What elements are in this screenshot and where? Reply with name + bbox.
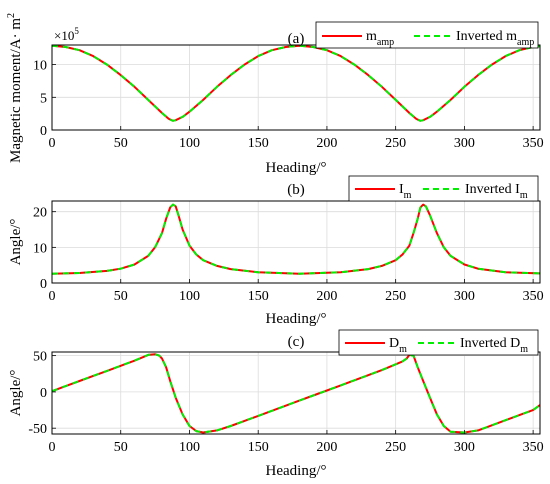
- panel-c-legend-2-sub: m: [520, 344, 528, 355]
- panel-a-ticks: 0 50 100 150 200 250 300 350 0 5 10: [33, 59, 544, 151]
- panel-a-label: (a): [288, 31, 305, 47]
- panel-b-series-2-line: [51, 203, 541, 275]
- panel-c-frame: [51, 351, 541, 435]
- panel-c-ytick-label: -50: [28, 422, 47, 437]
- panel-a-xtick-label: 100: [179, 136, 200, 151]
- panel-b-legend-1-sub: m: [404, 190, 412, 201]
- panel-a-legend: mamp Inverted mamp: [315, 21, 539, 49]
- panel-b-ytick-label: 0: [40, 277, 47, 292]
- panel-b-grid: [52, 201, 540, 283]
- panel-a-xtick-label: 300: [454, 136, 475, 151]
- panel-b-legend-1-name: I: [399, 182, 404, 197]
- panel-b-xtick-label: 0: [49, 289, 56, 304]
- panel-c-xtick-label: 250: [385, 440, 406, 455]
- panel-c-legend-label-2: Inverted Dm: [460, 336, 528, 355]
- panel-c-xtick-label: 200: [316, 440, 337, 455]
- panel-b-legend: Im Inverted Im: [348, 175, 539, 202]
- panel-b-ylabel: Angle/°: [8, 219, 24, 266]
- panel-c-xlabel: Heading/°: [266, 463, 327, 479]
- panel-c-label: (c): [288, 334, 305, 350]
- panel-c-xtick-label: 350: [523, 440, 544, 455]
- panel-a-ylabel-sup: 2: [6, 13, 17, 18]
- panel-b-xtick-label: 50: [114, 289, 128, 304]
- panel-a-xlabel: Heading/°: [266, 160, 327, 176]
- panel-b-ticks: 0 50 100 150 200 250 300 350 0 10 20: [33, 206, 544, 304]
- panel-a-ylabel: Magnetic moment/A· m2: [6, 13, 24, 163]
- panel-c-legend-2-name: Inverted D: [460, 336, 520, 351]
- panel-c-series-2-line: [51, 353, 541, 434]
- panel-c-legend: Dm Inverted Dm: [338, 329, 539, 356]
- panel-b-xtick-label: 350: [523, 289, 544, 304]
- panel-a-series: [51, 44, 541, 122]
- panel-a-exponent-base: ×10: [54, 28, 74, 43]
- panel-b-frame: [51, 200, 541, 284]
- panel-b-series: [51, 203, 541, 275]
- panel-a-xtick-label: 250: [385, 136, 406, 151]
- panel-a-legend-2-name: Inverted m: [456, 29, 517, 44]
- panel-a-xtick-label: 150: [248, 136, 269, 151]
- panel-a-xtick-label: 0: [49, 136, 56, 151]
- panel-a-legend-label-1: mamp: [366, 29, 394, 48]
- panel-a-legend-1-name: m: [366, 29, 377, 44]
- panel-a-exponent: ×105: [54, 26, 79, 43]
- panel-c-grid: [52, 352, 540, 434]
- panel-b-label: (b): [287, 182, 305, 198]
- panel-c-xtick-label: 100: [179, 440, 200, 455]
- panel-a-plot-area: [52, 45, 540, 130]
- panel-c-ytick-label: 0: [40, 386, 47, 401]
- panel-b-legend-label-1: Im: [399, 182, 412, 201]
- panel-c-ylabel: Angle/°: [8, 370, 24, 417]
- panel-b-xlabel: Heading/°: [266, 311, 327, 327]
- panel-b-ytick-label: 20: [33, 206, 47, 221]
- panel-b: 0 50 100 150 200 250 300 350 0 10 20 (b) Heading/°…: [8, 175, 544, 327]
- panel-a-exponent-power: 5: [74, 26, 79, 36]
- panel-a-frame: [51, 44, 541, 131]
- panel-c-xtick-label: 300: [454, 440, 475, 455]
- panel-c-legend-label-1: Dm: [389, 336, 407, 355]
- panel-b-xtick-label: 250: [385, 289, 406, 304]
- panel-a-xtick-label: 350: [523, 136, 544, 151]
- panel-c-xtick-label: 0: [49, 440, 56, 455]
- panel-b-xtick-label: 100: [179, 289, 200, 304]
- panel-c-series: [51, 353, 541, 434]
- panel-c-xtick-label: 50: [114, 440, 128, 455]
- panel-a-xtick-label: 200: [316, 136, 337, 151]
- panel-b-plot-area: [52, 201, 540, 283]
- panel-a-ytick-label: 10: [33, 59, 47, 74]
- panel-b-xtick-label: 150: [248, 289, 269, 304]
- panel-c-legend-1-sub: m: [399, 344, 407, 355]
- panel-a-ylabel-text: Magnetic moment/A· m: [8, 18, 24, 163]
- panel-b-legend-2-sub: m: [520, 190, 528, 201]
- panel-b-legend-2-name: Inverted I: [465, 182, 520, 197]
- panel-a-legend-label-2: Inverted mamp: [456, 29, 534, 48]
- panel-b-legend-label-2: Inverted Im: [465, 182, 528, 201]
- panel-c-plot-area: [52, 352, 540, 434]
- panel-c-legend-1-name: D: [389, 336, 399, 351]
- panel-c-xtick-label: 150: [248, 440, 269, 455]
- panel-a-xtick-label: 50: [114, 136, 128, 151]
- panel-b-xtick-label: 200: [316, 289, 337, 304]
- panel-b-xtick-label: 300: [454, 289, 475, 304]
- panel-a-ytick-label: 5: [40, 91, 47, 106]
- panel-a-ytick-label: 0: [40, 124, 47, 139]
- panel-a-series-2-line: [51, 44, 541, 122]
- panel-a-legend-1-sub: amp: [377, 37, 394, 48]
- panel-a-legend-2-sub: amp: [517, 37, 534, 48]
- panel-c-ytick-label: 50: [33, 350, 47, 365]
- panel-b-ytick-label: 10: [33, 241, 47, 256]
